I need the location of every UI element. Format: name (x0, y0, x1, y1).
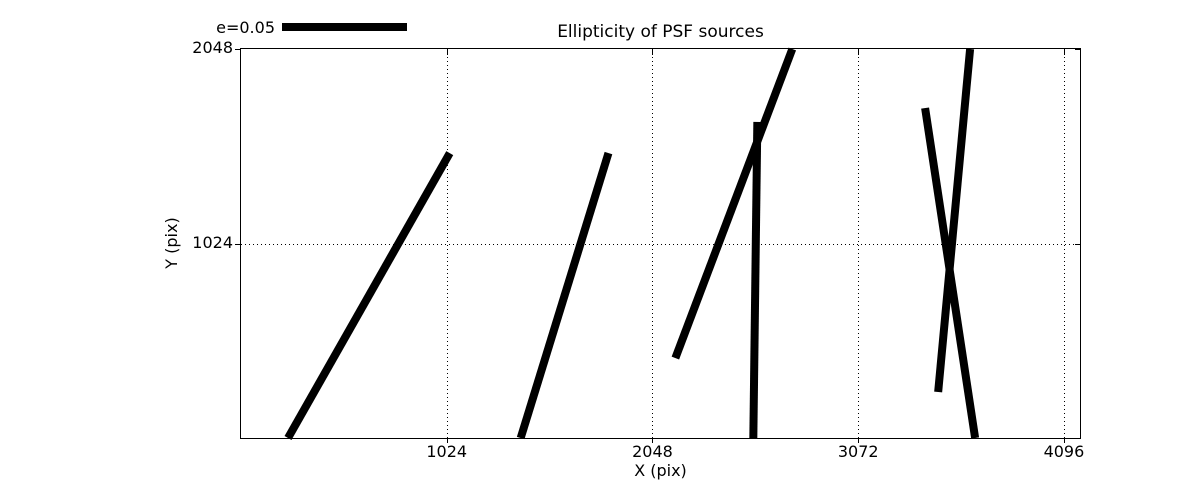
x-axis-label: X (pix) (634, 461, 687, 480)
x-tick-label: 1024 (426, 442, 468, 461)
x-tick-label: 2048 (632, 442, 673, 461)
legend-label: e=0.05 (216, 18, 275, 37)
y-axis-label: Y (pix) (162, 217, 181, 269)
x-tick-label: 4096 (1043, 442, 1085, 461)
chart-title: Ellipticity of PSF sources (557, 22, 764, 42)
y-tick-label: 2048 (192, 38, 233, 57)
plot-canvas (235, 47, 1080, 443)
x-tick-label: 3072 (837, 442, 879, 461)
whisker-line (516, 151, 613, 440)
whisker-line (749, 121, 762, 439)
y-tick-label: 1024 (192, 232, 233, 252)
whisker-line (284, 151, 454, 440)
plot-area (235, 47, 1081, 443)
legend-scale-bar (282, 23, 407, 31)
whisker-line (934, 48, 975, 393)
whisker-line (671, 47, 797, 360)
